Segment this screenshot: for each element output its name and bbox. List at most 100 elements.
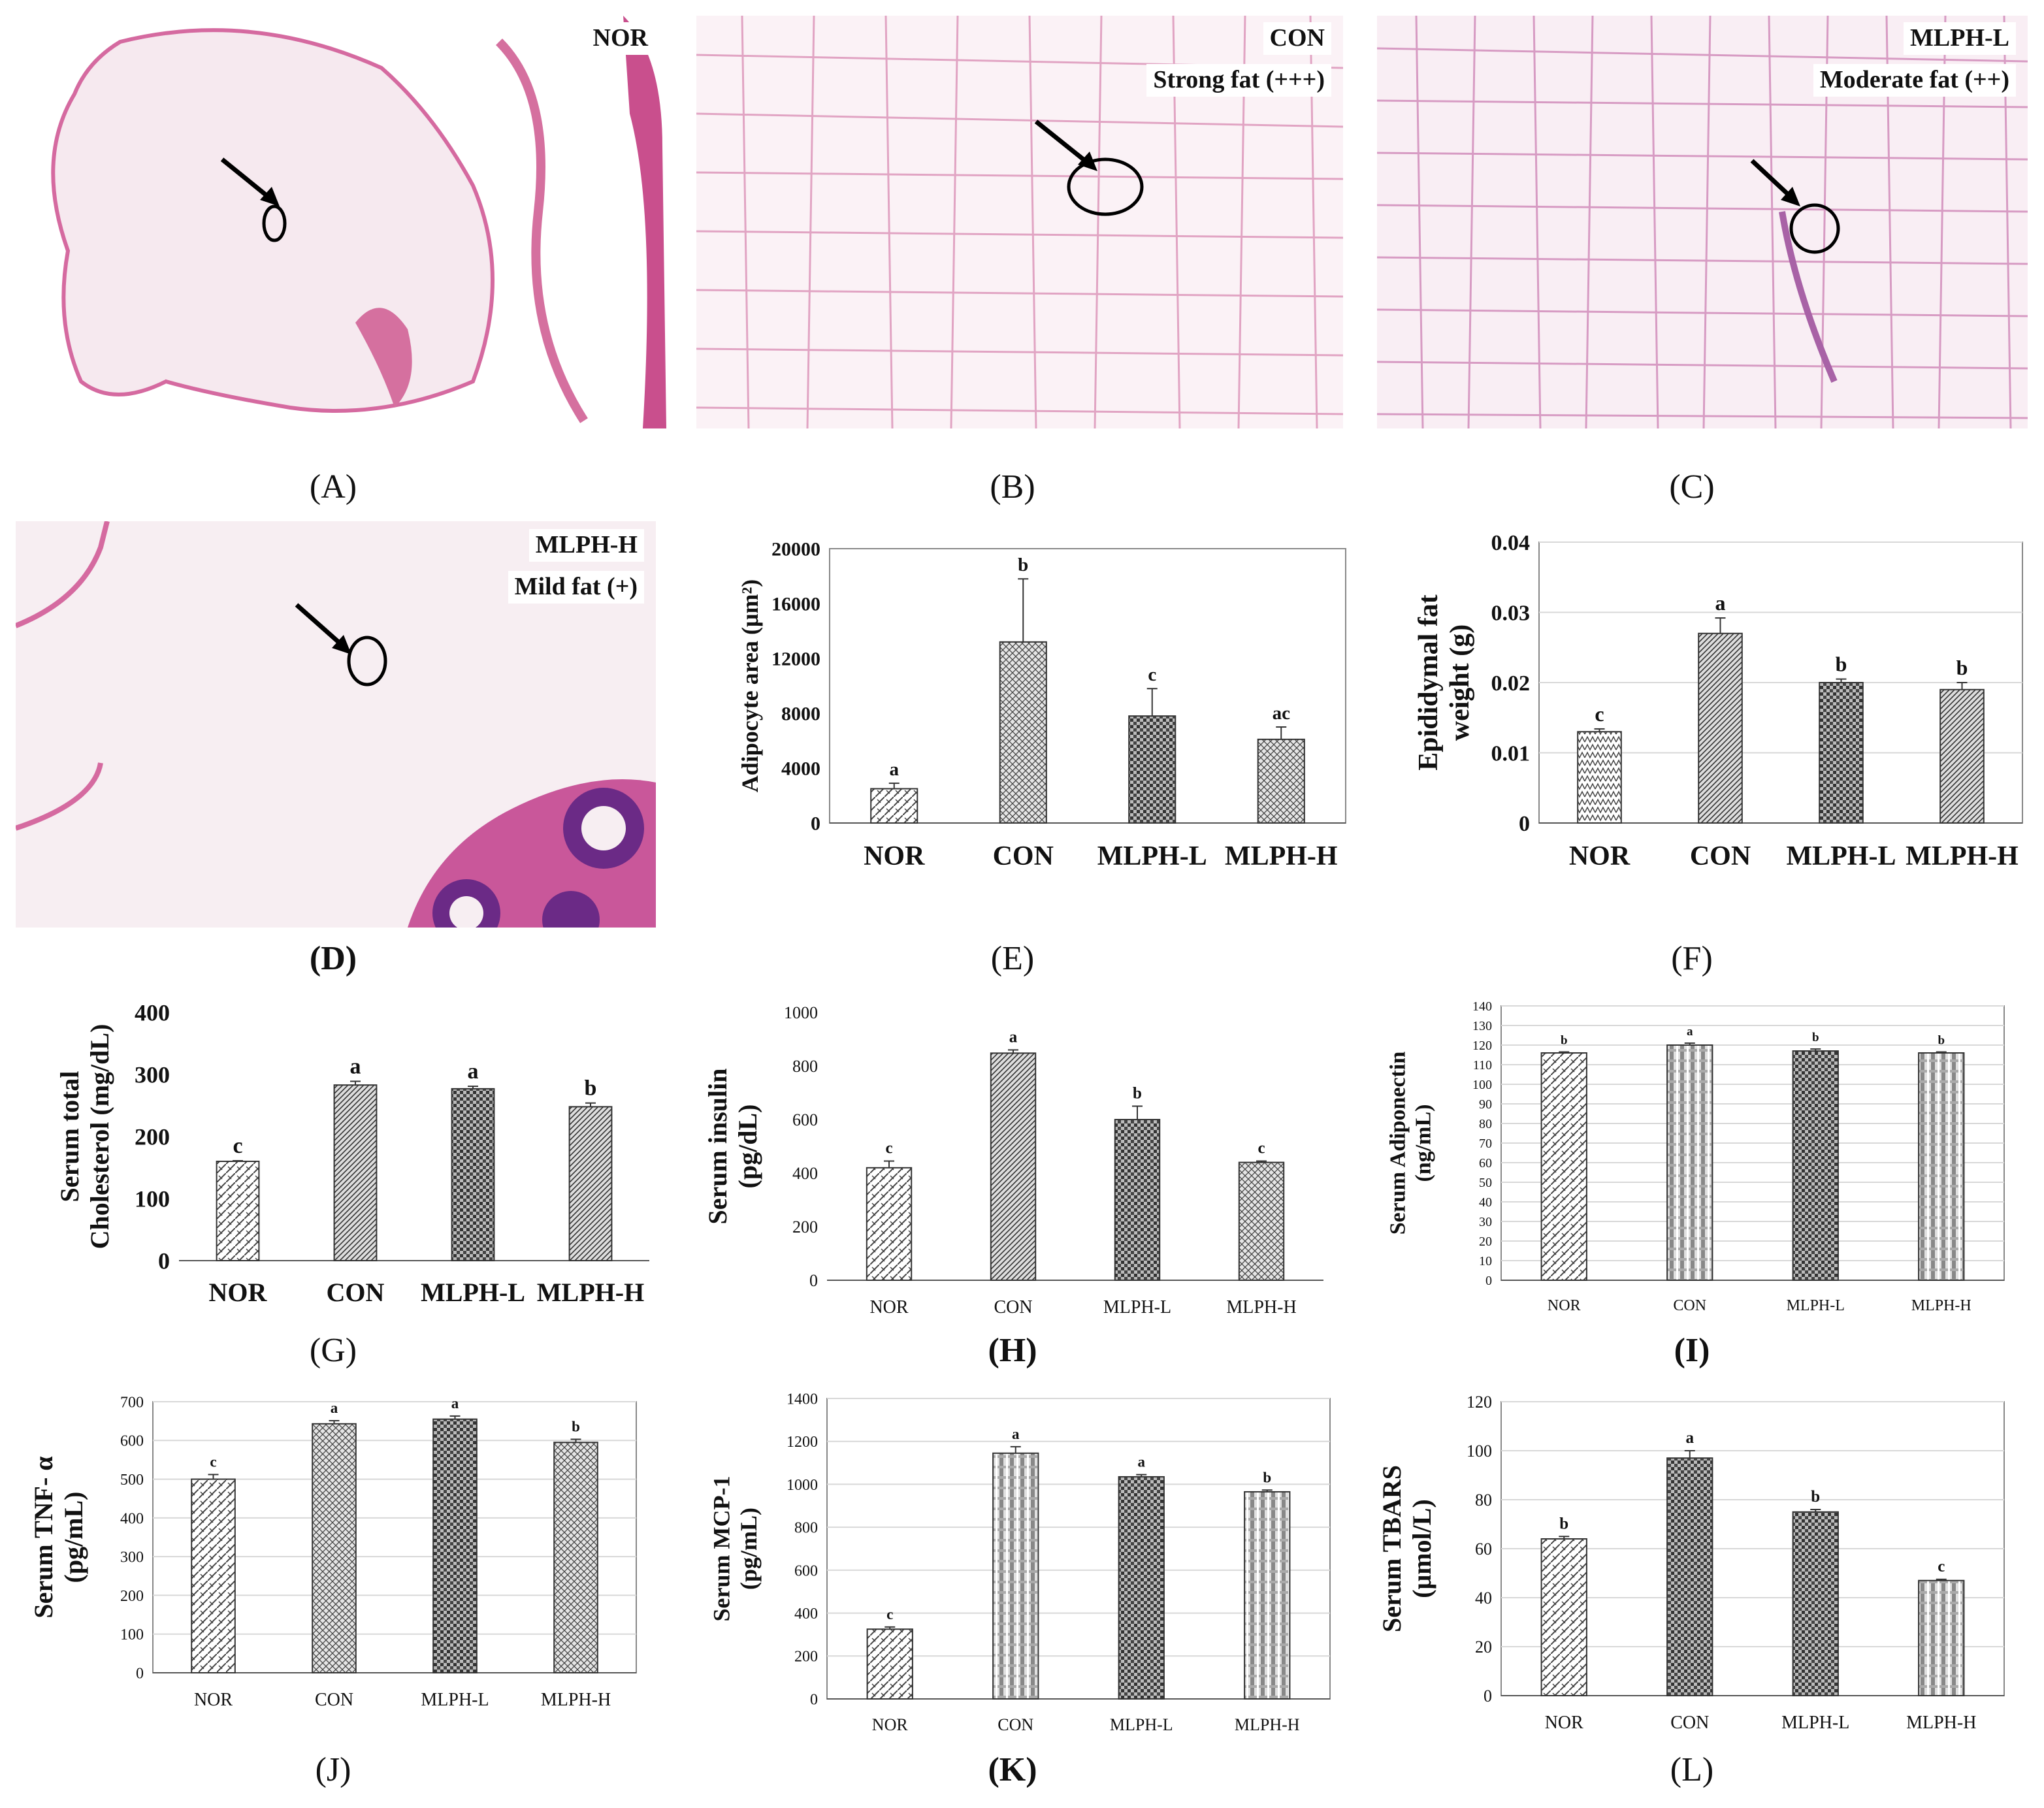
y-tick-label: 100 <box>1467 1442 1492 1461</box>
panel-tag: MLPH-H <box>528 529 644 562</box>
category-label: NOR <box>1545 1713 1583 1733</box>
histology-panel-b: CON Strong fat (+++) <box>696 16 1343 428</box>
y-tick-label: 20000 <box>771 539 820 560</box>
y-tick-label: 0 <box>158 1248 170 1274</box>
category-label: MLPH-H <box>1226 1297 1296 1317</box>
bar <box>992 1452 1039 1700</box>
y-tick-label: 120 <box>1472 1039 1492 1053</box>
significance-label: b <box>1559 1515 1568 1532</box>
y-tick-label: 20 <box>1475 1638 1492 1656</box>
category-label: MLPH-L <box>1781 1713 1849 1733</box>
y-tick-label: 16000 <box>771 594 820 615</box>
bar <box>1114 1119 1161 1281</box>
panel-letter-c: (C) <box>1669 468 1715 506</box>
y-tick-label: 200 <box>135 1124 170 1150</box>
y-tick-label: 600 <box>120 1433 144 1450</box>
y-axis-label: Serum Adiponectin <box>1386 1052 1410 1235</box>
y-tick-label: 60 <box>1479 1156 1492 1170</box>
histology-panel-c: MLPH-L Moderate fat (++) <box>1377 16 2028 428</box>
panel-tag: MLPH-L <box>1904 22 2016 55</box>
category-label: CON <box>998 1715 1033 1734</box>
y-tick-label: 0 <box>811 813 820 835</box>
significance-label: b <box>1956 656 1968 679</box>
chart-svg: 0 0.01 0.02 0.03 0.04 c NOR a CON b MLPH-L b MLPH-H E… <box>1414 531 2023 871</box>
category-label: NOR <box>1569 841 1630 871</box>
y-tick-label: 12000 <box>771 649 820 670</box>
significance-label: b <box>1133 1085 1142 1103</box>
bar <box>432 1418 478 1674</box>
chart-serum-cholesterol: 0 100 200 300 400 c NOR a CON a MLPH-L b MLPH-H Serum… <box>16 999 675 1352</box>
panel-fat-level: Moderate fat (++) <box>1813 64 2016 97</box>
significance-label: b <box>1811 1488 1820 1506</box>
chart-serum-tbars: 0 20 40 60 80 100 120 b NOR a CON b MLPH-L c MLPH-H Ser… <box>1377 1389 2037 1741</box>
bar <box>568 1106 613 1261</box>
significance-label: c <box>1148 664 1156 685</box>
y-tick-label: 200 <box>794 1649 818 1666</box>
significance-label: a <box>1686 1429 1695 1447</box>
y-tick-label: 700 <box>120 1394 144 1411</box>
y-tick-label: 300 <box>135 1062 170 1088</box>
category-label: NOR <box>872 1715 909 1734</box>
category-label: CON <box>1673 1297 1706 1314</box>
significance-label: c <box>885 1140 892 1157</box>
y-axis-label: weight (g) <box>1445 624 1475 741</box>
bar <box>999 641 1047 824</box>
bar <box>312 1423 357 1674</box>
tissue-image-a <box>51 16 666 428</box>
category-label: MLPH-H <box>1235 1715 1300 1734</box>
panel-letter-d: (D) <box>309 940 357 977</box>
y-tick-label: 600 <box>794 1562 818 1579</box>
significance-label: a <box>1687 1025 1693 1039</box>
chart-svg: 0 4000 8000 12000 16000 20000 a NOR b CON c MLPH-L a… <box>737 539 1346 871</box>
bar <box>1577 731 1622 824</box>
panel-tag: NOR <box>586 22 655 55</box>
y-tick-label: 300 <box>120 1549 144 1566</box>
significance-label: c <box>210 1453 216 1470</box>
y-tick-label: 1400 <box>787 1391 818 1408</box>
bar <box>1666 1044 1713 1281</box>
significance-label: b <box>1018 555 1028 575</box>
y-axis-label: (ng/mL) <box>1412 1105 1436 1182</box>
y-tick-label: 0 <box>810 1691 818 1708</box>
y-tick-label: 60 <box>1475 1540 1492 1558</box>
y-tick-label: 0.01 <box>1491 741 1531 766</box>
panel-letter-k: (K) <box>988 1751 1037 1788</box>
circle-marker <box>1067 157 1144 216</box>
histology-panel-a: NOR <box>16 16 666 428</box>
y-tick-label: 40 <box>1475 1589 1492 1607</box>
bar <box>1918 1052 1965 1281</box>
chart-adipocyte-area: 0 4000 8000 12000 16000 20000 a NOR b CON c MLPH-L a… <box>692 523 1359 901</box>
bar <box>1698 632 1743 824</box>
bar <box>1238 1161 1285 1281</box>
significance-label: b <box>1561 1034 1568 1048</box>
annotation-overlay-d <box>295 603 387 686</box>
chart-svg: 0 200 400 600 800 1000 c NOR a CON b MLPH-L c MLPH-H S… <box>703 1003 1323 1317</box>
bar <box>191 1478 236 1673</box>
y-axis-label: Serum TNF- α <box>29 1456 58 1618</box>
category-label: CON <box>994 1297 1032 1317</box>
y-tick-label: 500 <box>120 1472 144 1489</box>
y-axis-label: Epididymal fat <box>1414 594 1444 771</box>
y-tick-label: 1000 <box>787 1477 818 1494</box>
bar <box>1128 715 1176 824</box>
annotation-overlay-c <box>1750 159 1840 254</box>
y-tick-label: 120 <box>1467 1393 1492 1412</box>
arrow-icon <box>1750 159 1793 199</box>
y-tick-label: 200 <box>792 1218 818 1236</box>
bar <box>553 1442 598 1673</box>
category-label: MLPH-H <box>1906 841 2019 871</box>
significance-label: c <box>1938 1558 1945 1575</box>
y-tick-label: 100 <box>120 1626 144 1643</box>
y-tick-label: 8000 <box>781 703 820 725</box>
panel-letter-i: (I) <box>1674 1332 1710 1369</box>
y-tick-label: 600 <box>792 1110 818 1129</box>
significance-label: a <box>468 1059 479 1084</box>
y-tick-label: 80 <box>1479 1117 1492 1131</box>
significance-label: b <box>1812 1031 1819 1044</box>
y-tick-label: 50 <box>1479 1176 1492 1190</box>
chart-serum-adiponectin: 0 10 20 30 40 50 60 70 80 90 100 110 120 130 140 b NOR a C… <box>1377 993 2037 1352</box>
significance-label: a <box>350 1054 361 1078</box>
y-tick-label: 200 <box>120 1588 144 1605</box>
category-label: CON <box>1670 1713 1709 1733</box>
bar <box>216 1161 260 1261</box>
